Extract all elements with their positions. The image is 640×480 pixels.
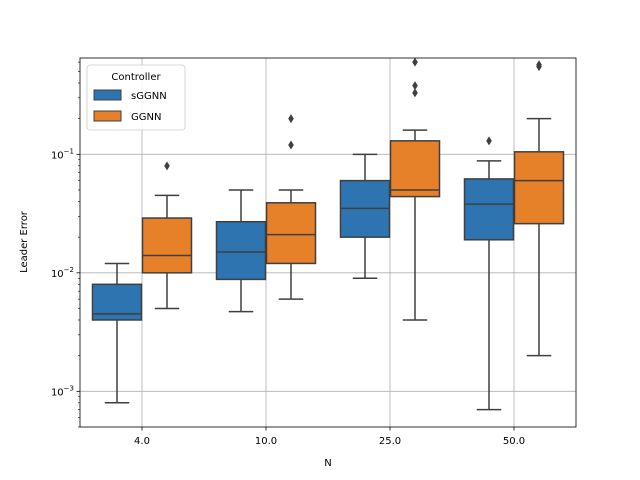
legend-label-ggnn: GGNN <box>131 112 161 123</box>
legend: Controller sGGNN GGNN <box>86 64 186 131</box>
box-body <box>513 151 565 225</box>
y-tick-label: 10−3 <box>51 384 74 398</box>
legend-swatch-sggnn <box>93 89 122 101</box>
outlier <box>412 57 418 67</box>
boxes <box>91 57 565 411</box>
outlier <box>536 60 542 70</box>
box-sggnn-10.0 <box>215 189 267 313</box>
y-axis-label: Leader Error <box>19 210 30 273</box>
outlier <box>288 140 294 150</box>
box-ggnn-25.0 <box>389 57 441 321</box>
outlier <box>412 81 418 91</box>
y-tick-base: 10 <box>51 150 64 161</box>
y-tick-exponent: −2 <box>64 266 74 274</box>
legend-label-sggnn: sGGNN <box>131 91 167 102</box>
x-tick-label: 50.0 <box>503 436 525 447</box>
box-sggnn-4.0 <box>91 262 143 404</box>
box-ggnn-50.0 <box>513 60 565 357</box>
box-sggnn-25.0 <box>339 153 391 280</box>
x-tick-label: 10.0 <box>255 436 277 447</box>
x-tick-label: 25.0 <box>379 436 401 447</box>
outlier <box>412 88 418 98</box>
x-tick-label: 4.0 <box>134 436 150 447</box>
box-ggnn-4.0 <box>141 161 193 310</box>
plot-frame <box>79 57 577 428</box>
legend-title: Controller <box>111 72 161 83</box>
y-tick-label: 10−2 <box>51 266 74 280</box>
y-tick-base: 10 <box>51 269 64 280</box>
box-ggnn-10.0 <box>265 114 317 300</box>
y-axis: 10−310−210−1 <box>51 61 80 428</box>
y-tick-exponent: −1 <box>64 147 74 155</box>
box-sggnn-50.0 <box>463 136 515 411</box>
y-tick-exponent: −3 <box>64 384 74 392</box>
x-axis-label: N <box>324 458 331 469</box>
box-body <box>215 220 267 281</box>
y-tick-base: 10 <box>51 387 64 398</box>
box-body <box>463 178 515 241</box>
outlier <box>164 161 170 171</box>
outlier <box>486 136 492 146</box>
box-body <box>141 217 193 274</box>
x-axis: 4.0 10.0 25.0 50.0 <box>134 427 525 447</box>
box-body <box>389 140 441 198</box>
box-body <box>265 202 317 265</box>
legend-swatch-ggnn <box>93 110 122 122</box>
outlier <box>288 114 294 124</box>
y-tick-label: 10−1 <box>51 147 74 161</box>
